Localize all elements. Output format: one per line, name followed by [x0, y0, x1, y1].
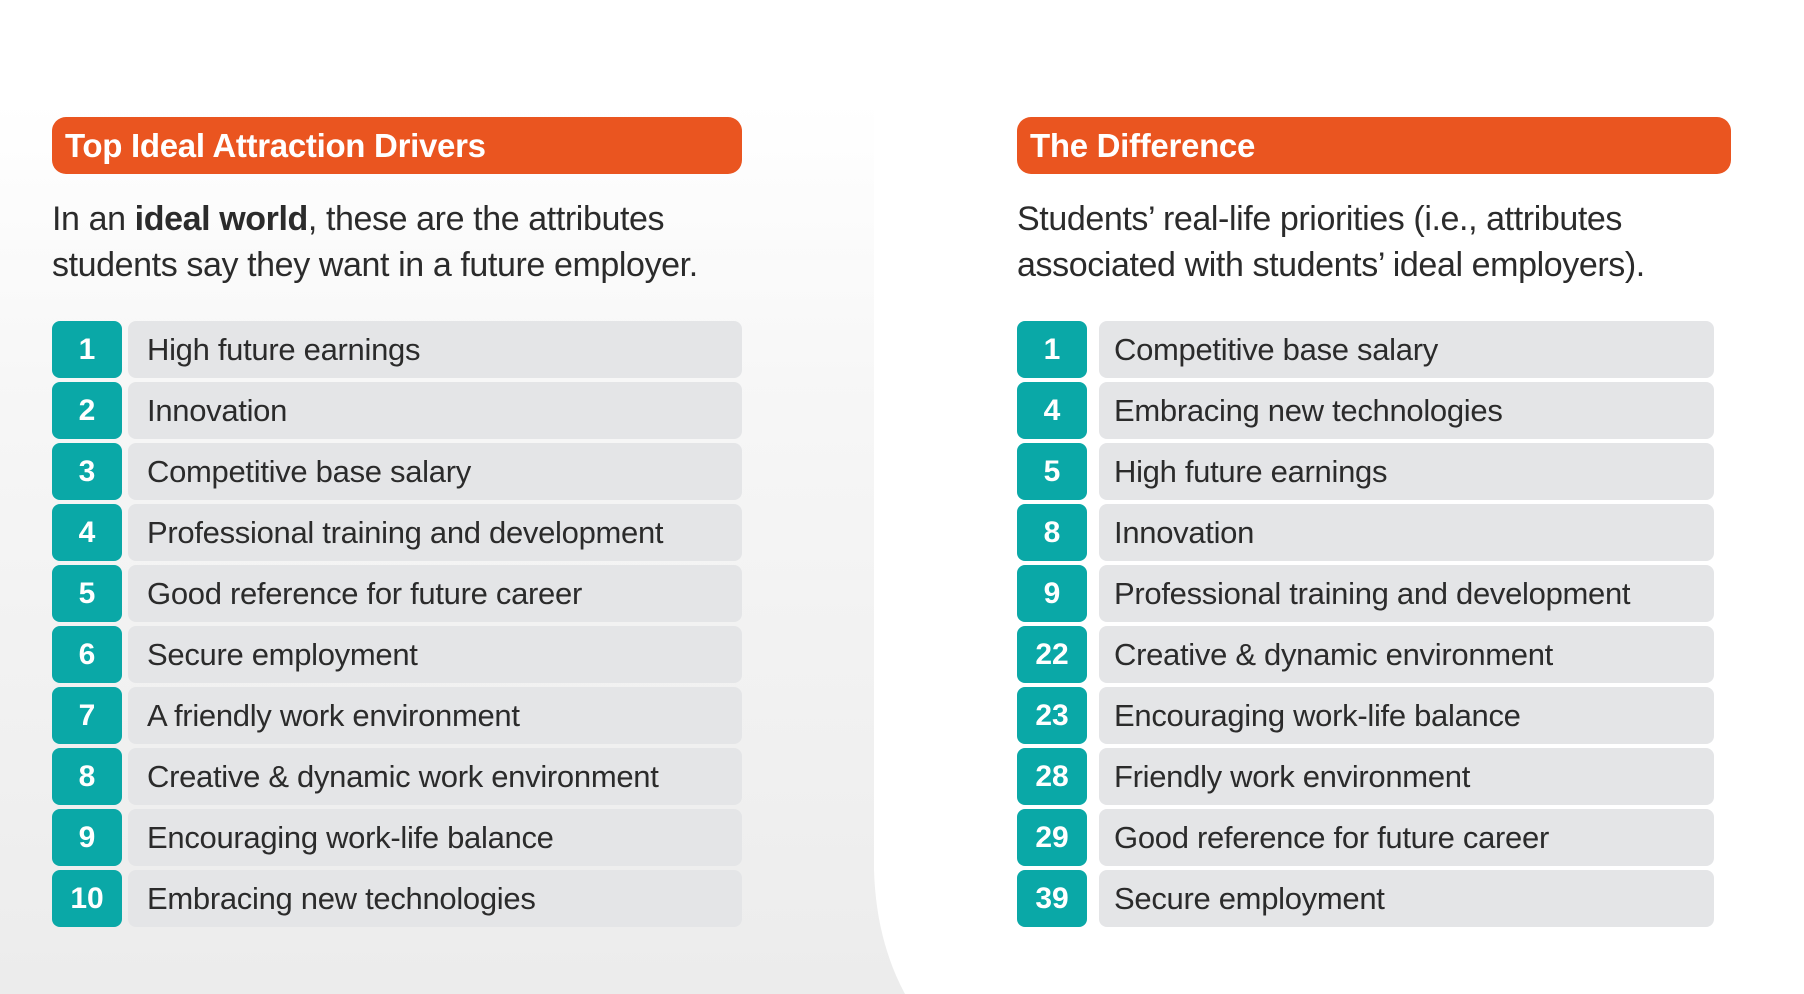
- left-panel-title: Top Ideal Attraction Drivers: [52, 117, 742, 174]
- desc-emphasis: ideal world: [134, 200, 309, 238]
- attribute-label: Encouraging work-life balance: [128, 809, 742, 866]
- attribute-label: Innovation: [128, 382, 742, 439]
- list-item: 22 Creative & dynamic environment: [1017, 626, 1714, 683]
- attribute-label: Embracing new technologies: [1099, 382, 1714, 439]
- list-item: 29 Good reference for future career: [1017, 809, 1714, 866]
- rank-badge: 2: [52, 382, 122, 439]
- real-life-priorities-list: 1 Competitive base salary 4 Embracing new …: [1017, 321, 1714, 931]
- rank-badge: 39: [1017, 870, 1087, 927]
- rank-badge: 22: [1017, 626, 1087, 683]
- list-item: 28 Friendly work environment: [1017, 748, 1714, 805]
- list-item: 4 Embracing new technologies: [1017, 382, 1714, 439]
- rank-badge: 8: [52, 748, 122, 805]
- attribute-label: Secure employment: [1099, 870, 1714, 927]
- rank-badge: 6: [52, 626, 122, 683]
- rank-badge: 3: [52, 443, 122, 500]
- attribute-label: Innovation: [1099, 504, 1714, 561]
- list-item: 9 Professional training and development: [1017, 565, 1714, 622]
- list-item: 4 Professional training and development: [52, 504, 742, 561]
- attribute-label: Secure employment: [128, 626, 742, 683]
- attribute-label: A friendly work environment: [128, 687, 742, 744]
- rank-badge: 23: [1017, 687, 1087, 744]
- attribute-label: Competitive base salary: [128, 443, 742, 500]
- attribute-label: Professional training and development: [128, 504, 742, 561]
- rank-badge: 9: [52, 809, 122, 866]
- attribute-label: Embracing new technologies: [128, 870, 742, 927]
- attribute-label: Creative & dynamic work environment: [128, 748, 742, 805]
- left-panel: Top Ideal Attraction Drivers In an ideal…: [52, 117, 742, 927]
- desc-suffix: , these are the attributes students say …: [52, 200, 698, 284]
- list-item: 6 Secure employment: [52, 626, 742, 683]
- attribute-label: Friendly work environment: [1099, 748, 1714, 805]
- right-panel: The Difference Students’ real-life prior…: [1017, 117, 1731, 927]
- attribute-label: Good reference for future career: [128, 565, 742, 622]
- list-item: 5 High future earnings: [1017, 443, 1714, 500]
- list-item: 9 Encouraging work-life balance: [52, 809, 742, 866]
- list-item: 39 Secure employment: [1017, 870, 1714, 927]
- attribute-label: Competitive base salary: [1099, 321, 1714, 378]
- desc-prefix: In an: [52, 200, 135, 238]
- attribute-label: Encouraging work-life balance: [1099, 687, 1714, 744]
- attribute-label: High future earnings: [1099, 443, 1714, 500]
- rank-badge: 1: [52, 321, 122, 378]
- rank-badge: 5: [52, 565, 122, 622]
- attribute-label: Creative & dynamic environment: [1099, 626, 1714, 683]
- rank-badge: 1: [1017, 321, 1087, 378]
- list-item: 3 Competitive base salary: [52, 443, 742, 500]
- list-item: 8 Creative & dynamic work environment: [52, 748, 742, 805]
- rank-badge: 9: [1017, 565, 1087, 622]
- rank-badge: 10: [52, 870, 122, 927]
- left-panel-description: In an ideal world, these are the attribu…: [52, 196, 742, 288]
- rank-badge: 8: [1017, 504, 1087, 561]
- ideal-drivers-list: 1 High future earnings 2 Innovation 3 Compe…: [52, 321, 742, 931]
- list-item: 8 Innovation: [1017, 504, 1714, 561]
- rank-badge: 4: [52, 504, 122, 561]
- attribute-label: Good reference for future career: [1099, 809, 1714, 866]
- list-item: 1 High future earnings: [52, 321, 742, 378]
- right-panel-description: Students’ real-life priorities (i.e., at…: [1017, 200, 1645, 284]
- list-item: 2 Innovation: [52, 382, 742, 439]
- attribute-label: High future earnings: [128, 321, 742, 378]
- rank-badge: 7: [52, 687, 122, 744]
- attribute-label: Professional training and development: [1099, 565, 1714, 622]
- rank-badge: 29: [1017, 809, 1087, 866]
- rank-badge: 4: [1017, 382, 1087, 439]
- list-item: 23 Encouraging work-life balance: [1017, 687, 1714, 744]
- rank-badge: 28: [1017, 748, 1087, 805]
- right-panel-title: The Difference: [1017, 117, 1731, 174]
- list-item: 5 Good reference for future career: [52, 565, 742, 622]
- list-item: 1 Competitive base salary: [1017, 321, 1714, 378]
- list-item: 10 Embracing new technologies: [52, 870, 742, 927]
- rank-badge: 5: [1017, 443, 1087, 500]
